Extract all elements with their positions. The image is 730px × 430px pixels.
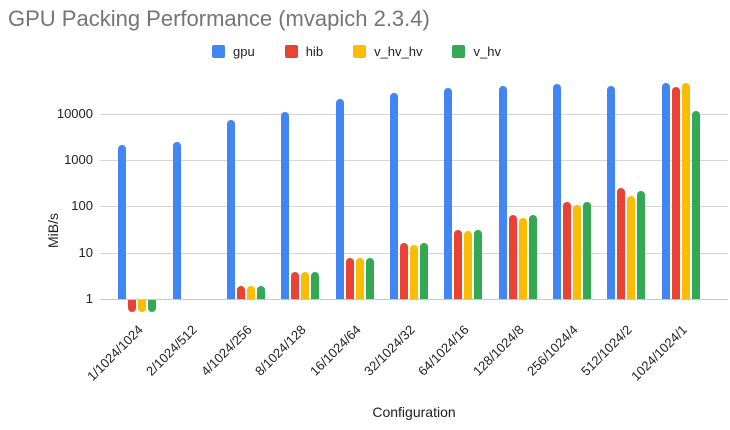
bar-v_hv_hv-512/1024/2[interactable] — [627, 196, 636, 299]
bar-v_hv_hv-16/1024/64[interactable] — [355, 257, 364, 299]
legend-item-gpu[interactable]: gpu — [212, 44, 255, 59]
bar-v_hv_hv-8/1024/128[interactable] — [301, 271, 310, 299]
gridline-10000 — [100, 113, 728, 115]
bar-hib-1024/1024/1[interactable] — [671, 87, 680, 299]
legend-label: v_hv_hv — [374, 44, 423, 59]
bar-v_hv-64/1024/16[interactable] — [474, 229, 483, 299]
x-tick-label: 64/1024/16 — [415, 322, 472, 379]
x-tick-label: 2/1024/512 — [143, 322, 201, 379]
bar-hib-256/1024/4[interactable] — [563, 202, 572, 299]
legend-swatch-icon — [284, 45, 298, 58]
bar-v_hv-512/1024/2[interactable] — [637, 190, 646, 299]
x-tick-label: 1/1024/1024 — [84, 322, 146, 384]
legend-item-v_hv[interactable]: v_hv — [452, 44, 501, 59]
bar-hib-128/1024/8[interactable] — [508, 215, 517, 299]
y-axis-title: MiB/s — [45, 213, 61, 248]
x-tick-label: 4/1024/256 — [197, 322, 255, 379]
bar-hib-1/1024/1024[interactable] — [128, 300, 137, 313]
y-tick-label: 10000 — [56, 105, 93, 121]
bar-v_hv-128/1024/8[interactable] — [528, 214, 537, 299]
bar-gpu-8/1024/128[interactable] — [281, 111, 290, 299]
bar-v_hv_hv-64/1024/16[interactable] — [464, 231, 473, 299]
y-tick-label: 1 — [85, 291, 93, 306]
bar-v_hv-16/1024/64[interactable] — [365, 257, 374, 299]
bar-gpu-128/1024/8[interactable] — [498, 85, 507, 299]
legend-item-hib[interactable]: hib — [284, 44, 324, 59]
x-tick-label: 512/1024/2 — [578, 322, 636, 379]
bar-v_hv-8/1024/128[interactable] — [311, 272, 320, 299]
legend-swatch-icon — [452, 45, 466, 58]
bar-gpu-256/1024/4[interactable] — [553, 83, 562, 299]
y-tick-label: 100 — [71, 198, 93, 214]
bar-hib-4/1024/256[interactable] — [236, 286, 245, 299]
bar-v_hv-32/1024/32[interactable] — [420, 243, 428, 299]
legend-label: hib — [305, 44, 324, 59]
bar-v_hv-1024/1024/1[interactable] — [691, 110, 700, 299]
bar-v_hv_hv-1024/1024/1[interactable] — [681, 83, 690, 299]
legend-label: gpu — [233, 44, 255, 59]
bar-hib-32/1024/32[interactable] — [400, 243, 408, 299]
bar-v_hv_hv-128/1024/8[interactable] — [518, 218, 527, 299]
y-tick-label: 1000 — [64, 152, 93, 168]
legend-swatch-icon — [212, 45, 225, 58]
bar-gpu-64/1024/16[interactable] — [444, 87, 453, 299]
chart-title: GPU Packing Performance (mvapich 2.3.4) — [8, 6, 430, 31]
gridline-1000 — [100, 160, 728, 162]
legend-item-v_hv_hv[interactable]: v_hv_hv — [353, 44, 422, 59]
bar-gpu-512/1024/2[interactable] — [607, 85, 616, 299]
bar-v_hv_hv-32/1024/32[interactable] — [410, 245, 418, 299]
x-tick-label: 1024/1024/1 — [627, 322, 690, 384]
bar-v_hv_hv-256/1024/4[interactable] — [573, 204, 582, 299]
x-tick-label: 32/1024/32 — [360, 322, 418, 379]
x-tick-label: 256/1024/4 — [524, 322, 581, 379]
bar-gpu-4/1024/256[interactable] — [226, 119, 235, 299]
bar-v_hv-4/1024/256[interactable] — [256, 286, 265, 299]
bar-gpu-2/1024/512[interactable] — [172, 141, 181, 299]
bar-v_hv_hv-4/1024/256[interactable] — [246, 286, 255, 299]
bar-v_hv-1/1024/1024[interactable] — [148, 300, 157, 313]
bar-gpu-32/1024/32[interactable] — [390, 92, 398, 299]
bar-hib-16/1024/64[interactable] — [345, 257, 354, 299]
bar-hib-512/1024/2[interactable] — [617, 188, 626, 299]
bar-gpu-1024/1024/1[interactable] — [661, 82, 670, 299]
legend: gpu hib v_hv_hv v_hv — [212, 44, 501, 59]
gridline-100 — [100, 206, 728, 208]
y-tick-label: 10 — [78, 244, 93, 260]
x-tick-label: 16/1024/64 — [306, 322, 364, 379]
bar-v_hv-256/1024/4[interactable] — [583, 201, 592, 299]
legend-swatch-icon — [353, 45, 367, 58]
gridline-1 — [100, 299, 728, 300]
bar-gpu-1/1024/1024[interactable] — [118, 145, 127, 299]
x-axis-title: Configuration — [372, 404, 456, 420]
bar-hib-8/1024/128[interactable] — [291, 272, 300, 299]
bar-hib-64/1024/16[interactable] — [454, 229, 463, 299]
bar-v_hv_hv-1/1024/1024[interactable] — [138, 300, 147, 313]
x-tick-label: 8/1024/128 — [252, 322, 309, 379]
x-tick-label: 128/1024/8 — [469, 322, 527, 379]
bar-gpu-16/1024/64[interactable] — [335, 98, 344, 299]
legend-label: v_hv — [473, 44, 501, 59]
